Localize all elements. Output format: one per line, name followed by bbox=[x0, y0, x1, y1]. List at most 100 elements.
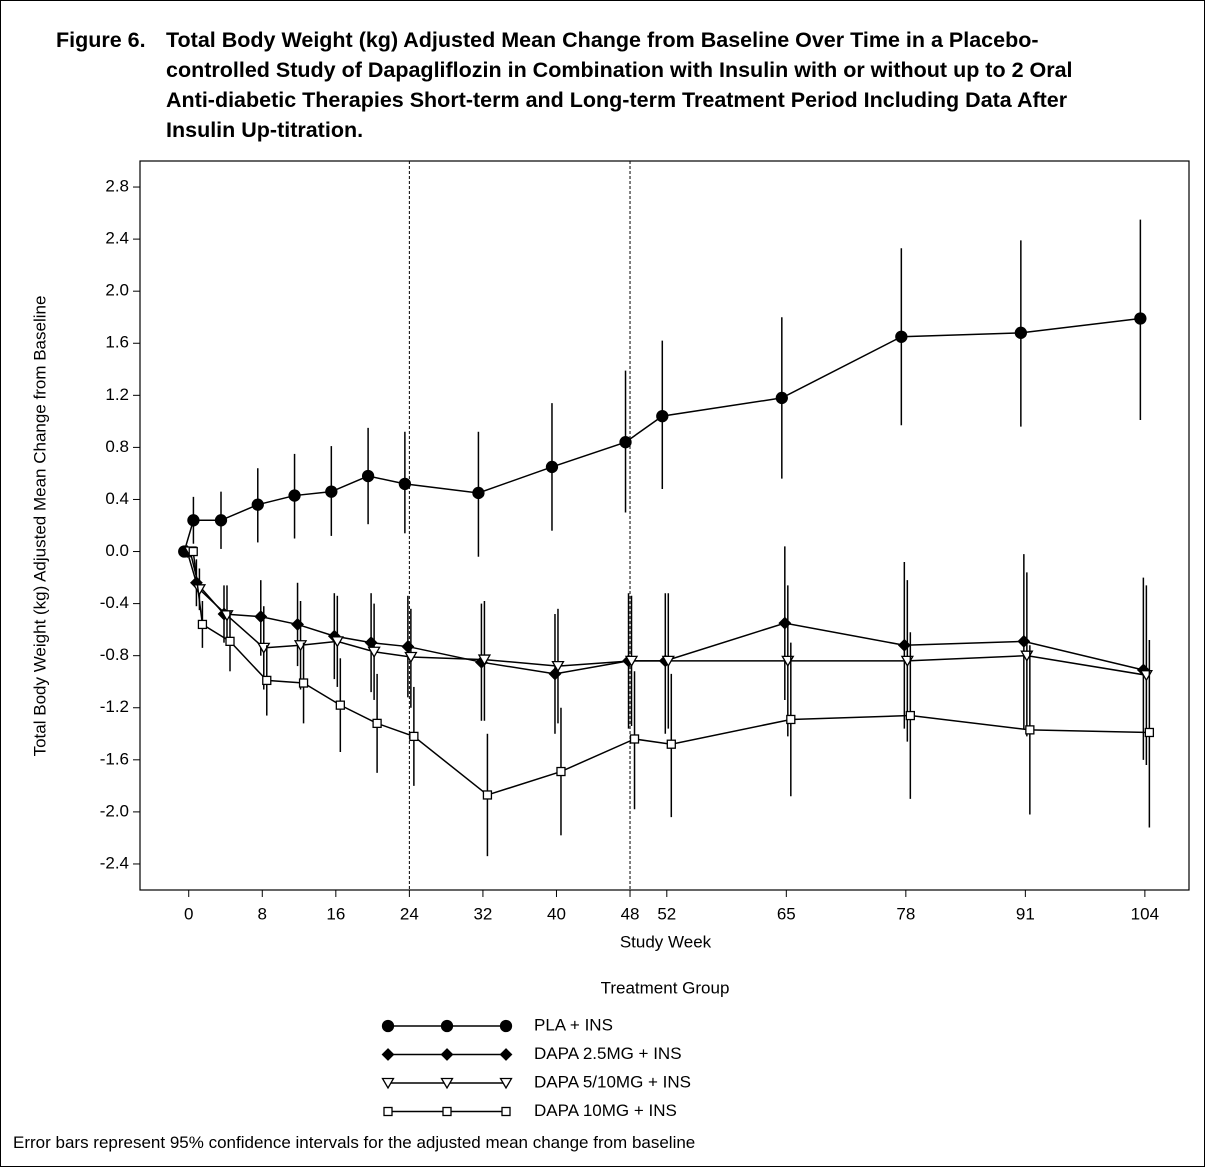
point bbox=[778, 616, 792, 630]
legend-label: DAPA 2.5MG + INS bbox=[534, 1044, 682, 1063]
y-tick-label: -2.0 bbox=[100, 801, 129, 820]
point bbox=[661, 655, 675, 668]
point bbox=[251, 498, 264, 511]
point bbox=[482, 790, 493, 800]
x-tick-label: 24 bbox=[400, 904, 419, 923]
legend-marker bbox=[501, 1106, 511, 1117]
point bbox=[398, 477, 412, 490]
point bbox=[225, 636, 235, 647]
x-tick-label: 52 bbox=[657, 904, 676, 923]
point bbox=[624, 655, 639, 668]
legend-marker bbox=[381, 1019, 395, 1033]
point bbox=[192, 584, 207, 596]
x-tick-label: 0 bbox=[184, 904, 193, 923]
x-tick-label: 32 bbox=[473, 904, 492, 923]
y-tick-label: 0.0 bbox=[105, 541, 129, 560]
point bbox=[477, 654, 492, 666]
x-tick-label: 16 bbox=[326, 904, 345, 923]
y-tick-label: -1.2 bbox=[100, 697, 129, 716]
point bbox=[187, 514, 200, 527]
x-tick-label: 78 bbox=[896, 904, 915, 923]
point bbox=[666, 739, 676, 749]
point bbox=[291, 618, 304, 631]
point bbox=[1025, 725, 1035, 735]
series-line bbox=[186, 551, 1144, 675]
point bbox=[335, 700, 345, 710]
x-tick-label: 8 bbox=[258, 904, 267, 923]
point bbox=[775, 391, 788, 405]
point bbox=[288, 489, 301, 502]
point bbox=[656, 409, 669, 423]
y-tick-label: 2.4 bbox=[105, 229, 129, 248]
point bbox=[1144, 727, 1155, 738]
x-axis-label: Study Week bbox=[620, 932, 712, 951]
legend-title: Treatment Group bbox=[601, 978, 730, 997]
y-tick-label: 2.8 bbox=[105, 177, 129, 196]
x-tick-label: 91 bbox=[1016, 904, 1035, 923]
title-block: Figure 6. Total Body Weight (kg) Adjuste… bbox=[56, 25, 1101, 145]
point bbox=[786, 714, 796, 725]
point bbox=[629, 734, 640, 744]
point bbox=[364, 636, 378, 650]
point bbox=[556, 766, 566, 777]
point bbox=[214, 514, 228, 527]
point bbox=[897, 638, 911, 652]
point bbox=[619, 436, 632, 449]
point bbox=[1017, 634, 1031, 648]
point bbox=[545, 460, 559, 474]
y-axis-label: Total Body Weight (kg) Adjusted Mean Cha… bbox=[30, 296, 49, 757]
y-tick-label: -1.6 bbox=[100, 749, 129, 768]
y-tick-label: 0.4 bbox=[105, 489, 129, 508]
point bbox=[551, 660, 565, 673]
legend-label: PLA + INS bbox=[534, 1015, 613, 1034]
y-tick-label: 0.8 bbox=[105, 437, 129, 456]
point bbox=[330, 636, 344, 648]
y-tick-label: -0.4 bbox=[100, 593, 129, 612]
y-tick-label: -0.8 bbox=[100, 645, 129, 664]
legend-marker bbox=[499, 1019, 513, 1033]
point bbox=[409, 731, 419, 742]
figure-label: Figure 6. bbox=[56, 28, 146, 52]
point bbox=[262, 675, 272, 686]
x-tick-label: 104 bbox=[1131, 904, 1159, 923]
chart-title: Total Body Weight (kg) Adjusted Mean Cha… bbox=[166, 28, 1073, 142]
point bbox=[254, 610, 268, 624]
legend-label: DAPA 5/10MG + INS bbox=[534, 1072, 691, 1091]
point bbox=[472, 486, 485, 500]
x-tick-label: 65 bbox=[777, 904, 796, 923]
point bbox=[298, 678, 309, 688]
legend-marker bbox=[499, 1048, 513, 1061]
legend-marker bbox=[440, 1048, 454, 1061]
point bbox=[905, 710, 915, 721]
x-tick-label: 48 bbox=[621, 904, 640, 923]
point bbox=[1134, 312, 1147, 325]
legend-marker bbox=[381, 1048, 395, 1061]
point bbox=[372, 718, 382, 729]
point bbox=[404, 651, 418, 664]
series-line bbox=[189, 551, 1147, 676]
plot-area bbox=[139, 160, 1190, 891]
point bbox=[1014, 326, 1028, 339]
legend-marker bbox=[440, 1077, 454, 1090]
legend-label: DAPA 10MG + INS bbox=[534, 1101, 677, 1120]
point bbox=[188, 546, 198, 557]
legend-marker bbox=[381, 1077, 395, 1090]
point bbox=[895, 330, 908, 343]
point bbox=[361, 469, 375, 483]
y-tick-label: 2.0 bbox=[105, 281, 129, 300]
legend-marker bbox=[440, 1019, 454, 1033]
point bbox=[401, 640, 415, 653]
legend-marker bbox=[442, 1106, 452, 1117]
y-tick-label: 1.6 bbox=[105, 333, 129, 352]
series-line bbox=[183, 317, 1141, 552]
footnote: Error bars represent 95% confidence inte… bbox=[13, 1133, 696, 1152]
legend-marker bbox=[499, 1077, 513, 1090]
series-line bbox=[192, 551, 1150, 796]
legend-marker bbox=[383, 1106, 393, 1117]
point bbox=[367, 646, 381, 659]
x-tick-label: 40 bbox=[547, 904, 566, 923]
y-tick-label: -2.4 bbox=[100, 853, 129, 872]
point bbox=[197, 619, 208, 630]
